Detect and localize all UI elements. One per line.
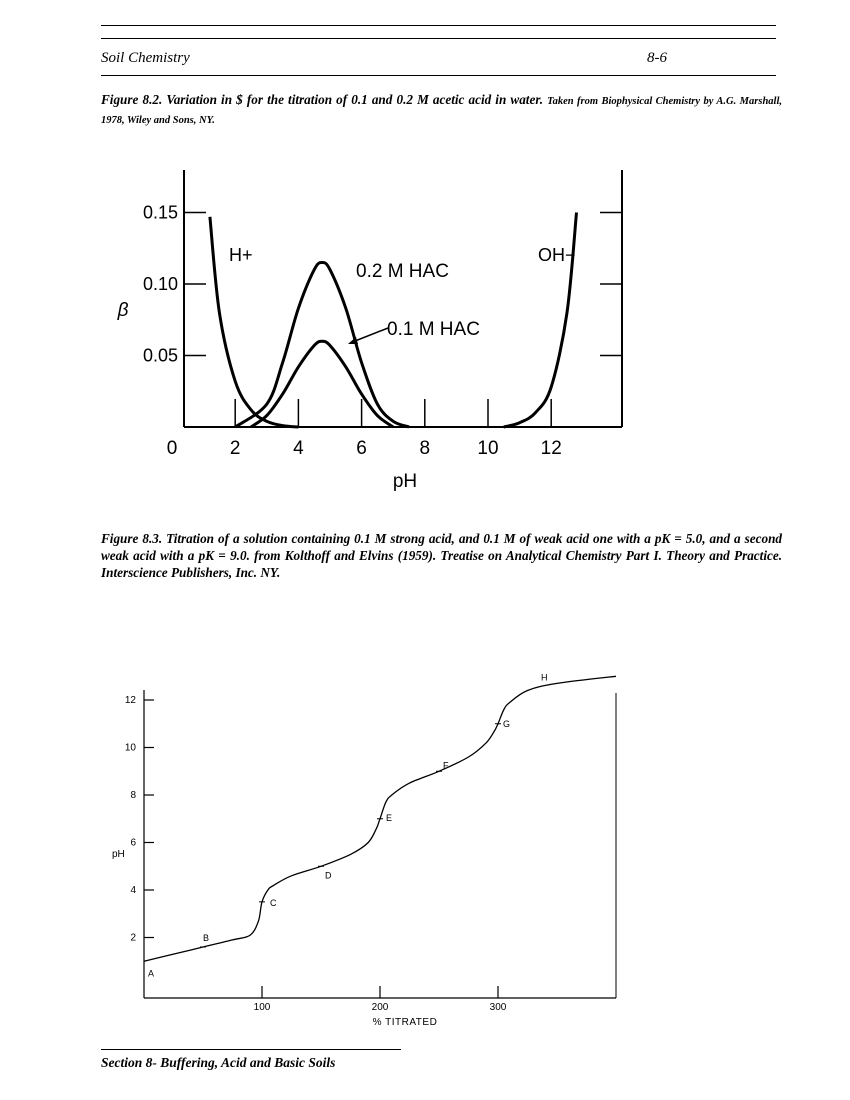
figure-8-2-ticks xyxy=(184,211,622,427)
figure-8-2-caption: Figure 8.2. Variation in $ for the titra… xyxy=(101,91,782,129)
x-tick-label: 0 xyxy=(167,438,178,459)
y-tick-label: 0.10 xyxy=(143,274,178,294)
figure-8-3-caption: Figure 8.3. Titration of a solution cont… xyxy=(101,531,782,580)
y-tick-label: 4 xyxy=(130,885,136,896)
figure-8-2-caption-main: Figure 8.2. Variation in $ for the titra… xyxy=(101,92,544,107)
x-tick-label: 200 xyxy=(372,1002,389,1013)
x-tick-label: 100 xyxy=(254,1002,271,1013)
y-axis-label: pH xyxy=(112,849,125,860)
series-label-0-2m-hac: 0.2 M HAC xyxy=(356,261,449,282)
annotation-arrow-head xyxy=(348,337,358,344)
x-tick-label: 4 xyxy=(293,438,304,459)
y-tick-label: 6 xyxy=(130,838,136,849)
x-tick-label: 10 xyxy=(477,438,498,459)
figure-8-2-series xyxy=(208,212,578,429)
series-label-oh-minus: OH− xyxy=(538,245,576,265)
figure-8-2-labels: 0 2 4 6 8 10 12 0.15 0.10 0.05 H+ 0.2 M HAC 0.1 M HA… xyxy=(117,203,576,493)
curve-point-label: B xyxy=(203,933,209,943)
series-label-0-1m-hac: 0.1 M HAC xyxy=(387,319,480,340)
x-tick-label: 2 xyxy=(230,438,241,459)
curve-point-label: C xyxy=(270,898,277,908)
series-line-1 xyxy=(208,216,299,429)
page-number: 8-6 xyxy=(647,50,667,66)
y-tick-label: 0.05 xyxy=(143,346,178,366)
curve-point-label: D xyxy=(325,870,332,880)
header-top-rule-2 xyxy=(101,38,776,39)
x-tick-label: 8 xyxy=(420,438,431,459)
header-bottom-rule xyxy=(101,75,776,76)
figure-8-2-axes xyxy=(183,170,623,428)
series-label-h-plus: H+ xyxy=(229,245,253,265)
curve-point-label: A xyxy=(148,968,154,978)
curve-point-label: H xyxy=(541,672,548,682)
figure-8-3-ticks xyxy=(144,699,501,998)
y-tick-label: 12 xyxy=(125,695,137,706)
y-tick-label: 2 xyxy=(130,933,136,944)
running-header-title: Soil Chemistry xyxy=(101,50,190,66)
y-axis-label: β xyxy=(117,300,129,321)
x-axis-label: pH xyxy=(393,471,417,492)
y-tick-label: 8 xyxy=(130,790,136,801)
footer-rule xyxy=(101,1049,401,1050)
curve-point-label: F xyxy=(443,760,449,770)
y-tick-label: 10 xyxy=(125,743,137,754)
figure-8-3-axes xyxy=(143,690,617,999)
titration-curve xyxy=(143,675,617,962)
series-line-3 xyxy=(250,339,395,429)
running-footer: Section 8- Buffering, Acid and Basic Soi… xyxy=(101,1055,336,1070)
series-line-4 xyxy=(503,212,578,429)
figure-8-2-chart: 0 2 4 6 8 10 12 0.15 0.10 0.05 H+ 0.2 M HAC 0.1 M HA… xyxy=(117,170,623,493)
x-tick-label: 12 xyxy=(541,438,562,459)
curve-point-label: E xyxy=(386,813,392,823)
figure-8-3-chart: 2 4 6 8 10 12 100 200 300 A B C D E F G H % TITRATED pH xyxy=(112,672,617,1028)
figure-8-2-caption-source: Taken from Biophysical Chemistry by A.G.… xyxy=(101,96,782,126)
curve-point-label: G xyxy=(503,719,510,729)
x-axis-label: % TITRATED xyxy=(373,1017,438,1028)
series-line-2 xyxy=(234,260,410,429)
figure-8-3-series xyxy=(143,675,617,962)
x-tick-label: 300 xyxy=(490,1002,507,1013)
y-tick-label: 0.15 xyxy=(143,203,178,223)
header-top-rule-1 xyxy=(101,25,776,26)
x-tick-label: 6 xyxy=(356,438,367,459)
figure-8-3-labels: 2 4 6 8 10 12 100 200 300 A B C D E F G H % TITRATED pH xyxy=(112,672,548,1028)
